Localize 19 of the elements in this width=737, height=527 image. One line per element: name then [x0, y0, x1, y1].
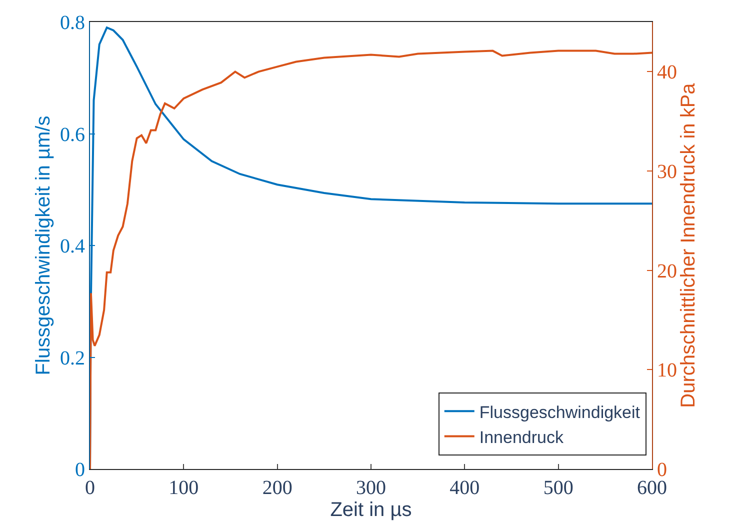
x-axis-title: Zeit in µs [330, 499, 412, 521]
y-tick-label: 0.6 [60, 124, 85, 146]
y-tick-label: 0.2 [60, 347, 85, 370]
y-tick-label: 0.8 [60, 12, 85, 34]
y-axis-title: Flussgeschwindigkeit in µm/s [32, 116, 54, 376]
y2-axis-title: Durchschnittlicher Innendruck in kPa [678, 82, 700, 408]
legend-label: Innendruck [479, 428, 564, 447]
y-tick-label: 0.4 [60, 236, 85, 258]
x-tick-label: 400 [450, 477, 480, 499]
y2-tick-label: 40 [657, 62, 677, 84]
x-tick-label: 200 [262, 477, 292, 499]
y2-tick-label: 20 [657, 260, 677, 282]
y2-tick-label: 30 [657, 161, 677, 183]
x-tick-label: 300 [356, 477, 386, 499]
y-tick-label: 0 [75, 459, 85, 481]
x-tick-label: 500 [543, 477, 574, 499]
x-tick-label: 100 [168, 477, 199, 499]
legend-label: Flussgeschwindigkeit [479, 402, 640, 422]
y2-tick-label: 10 [657, 360, 677, 382]
